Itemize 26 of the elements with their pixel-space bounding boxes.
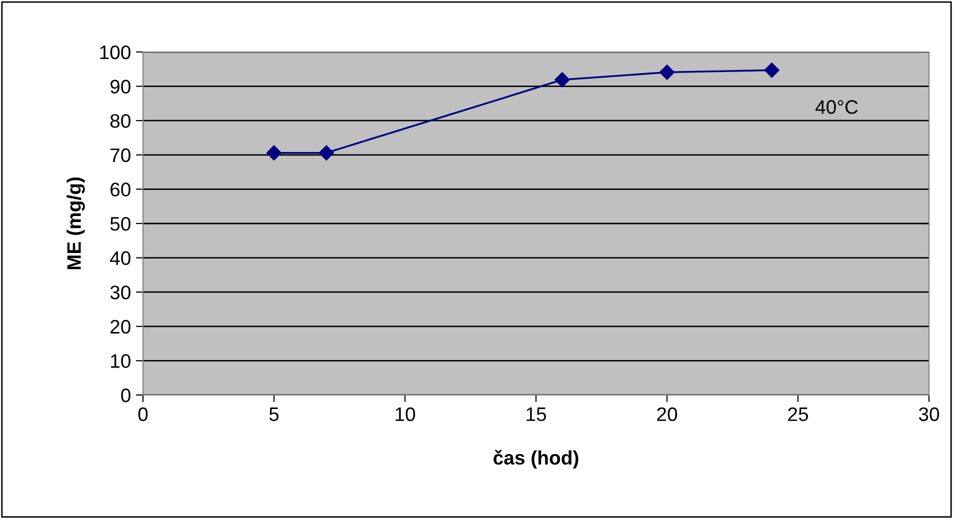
y-tick-label: 50 — [110, 216, 130, 231]
x-tick-label: 25 — [788, 407, 808, 422]
y-tick-label: 80 — [110, 114, 130, 128]
x-tick-label: 30 — [918, 407, 940, 422]
y-tick-label: 60 — [110, 182, 130, 196]
x-tick-label: 20 — [657, 407, 678, 422]
x-tick-label: 0 — [138, 407, 148, 422]
y-tick-label: 0 — [121, 388, 130, 402]
point — [764, 62, 780, 78]
y-tick-label: 90 — [110, 80, 130, 94]
x-tick-label: 10 — [396, 407, 416, 422]
point — [659, 64, 675, 80]
point — [266, 145, 282, 160]
x-tick-label: 15 — [526, 408, 546, 422]
y-axis-title: ME (mg/g) — [66, 177, 85, 270]
y-tick-label: 30 — [110, 286, 130, 300]
y-tick-label: 10 — [111, 354, 130, 368]
x-tick-label: 5 — [269, 408, 279, 422]
annotation: 40°C — [815, 100, 858, 114]
point — [554, 72, 570, 88]
y-tick-label: 20 — [110, 320, 130, 334]
y-tick-label: 100 — [100, 45, 130, 60]
point — [318, 145, 334, 160]
y-tick-label: 40 — [110, 251, 130, 266]
y-tick-label: 70 — [110, 148, 130, 162]
x-axis-title: čas (hod) — [494, 450, 578, 468]
